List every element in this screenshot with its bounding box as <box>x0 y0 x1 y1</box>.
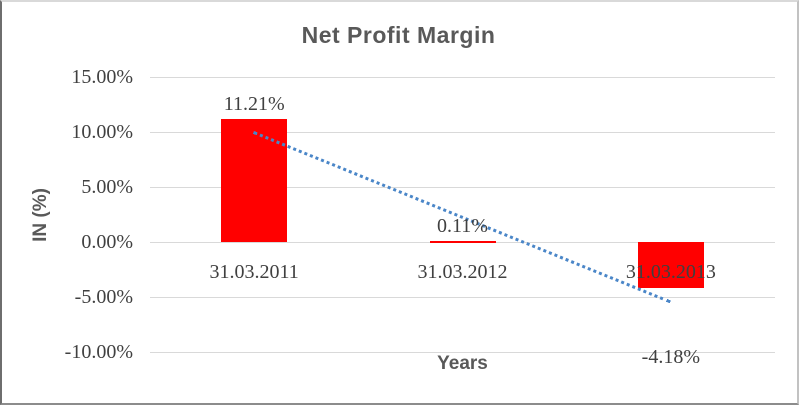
data-label-31.03.2013: -4.18% <box>641 345 700 368</box>
data-label-31.03.2011: 11.21% <box>223 92 285 115</box>
category-label-31.03.2013: 31.03.2013 <box>625 261 716 283</box>
gridline-15 <box>150 77 775 78</box>
ytick-label-15: 15.00% <box>71 66 133 88</box>
bar-31.03.2013[interactable] <box>637 242 704 288</box>
gridline--10 <box>150 352 775 353</box>
category-label-31.03.2011: 31.03.2011 <box>209 261 299 283</box>
ytick-label-10: 10.00% <box>71 121 133 143</box>
gridline-5 <box>150 187 775 188</box>
bar-31.03.2012[interactable] <box>429 240 496 244</box>
x-axis-title[interactable]: Years <box>437 353 488 374</box>
data-label-31.03.2012: 0.11% <box>437 214 488 237</box>
gridline-10 <box>150 132 775 133</box>
chart-title[interactable]: Net Profit Margin <box>301 22 496 48</box>
category-label-31.03.2012: 31.03.2012 <box>417 261 508 283</box>
ytick-label--5: -5.00% <box>74 286 133 308</box>
ytick-label--10: -10.00% <box>64 341 133 363</box>
ytick-label-0: 0.00% <box>81 231 133 253</box>
gridline--5 <box>150 297 775 298</box>
bar-31.03.2011[interactable] <box>221 118 288 242</box>
ytick-label-5: 5.00% <box>81 176 133 198</box>
